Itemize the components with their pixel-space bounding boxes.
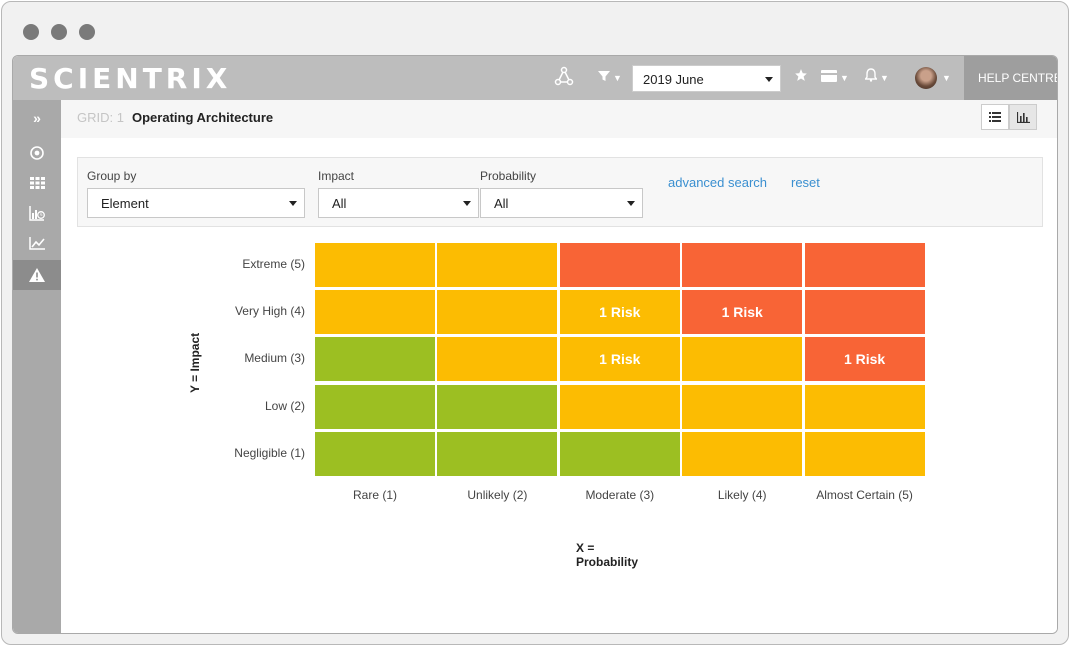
app-container: SCIENTRIX ▼ 2019 June ▼ ▼ ▼ HELP CENTRE … (12, 55, 1058, 634)
risk-cell[interactable] (315, 243, 435, 287)
y-axis-title: Y = Impact (188, 332, 202, 393)
risk-cell[interactable]: 1 Risk (559, 337, 680, 382)
x-axis-label: Rare (1) (352, 488, 397, 502)
window-dot-icon (51, 24, 67, 40)
y-axis-label: Medium (3) (244, 351, 305, 366)
risk-cell[interactable] (682, 243, 803, 287)
avatar[interactable] (915, 67, 937, 89)
probability-select[interactable]: All (480, 188, 643, 218)
group-by-label: Group by (87, 169, 137, 183)
reset-link[interactable]: reset (791, 175, 820, 190)
bell-icon (864, 68, 878, 82)
x-axis-label: Moderate (3) (585, 488, 655, 502)
risk-cell[interactable] (315, 431, 435, 476)
filter-dropdown[interactable]: ▼ (598, 68, 622, 88)
risk-cell[interactable] (559, 431, 680, 476)
x-axis-label: Almost Certain (5) (816, 488, 913, 502)
line-chart-icon (29, 236, 45, 250)
target-icon (30, 146, 44, 160)
sidebar-item-target[interactable] (13, 138, 61, 168)
y-axis-label: Extreme (5) (242, 257, 305, 271)
impact-value: All (332, 196, 347, 211)
card-dropdown[interactable]: ▼ (821, 68, 849, 88)
sidebar-item-chart-clock[interactable] (13, 198, 61, 228)
x-axis-label: Likely (4) (717, 488, 767, 502)
chevron-down-icon: ▼ (840, 73, 849, 83)
filter-panel: Group by Element Impact All Probability … (77, 157, 1043, 227)
sidebar-item-grid[interactable] (13, 168, 61, 198)
chevron-down-icon (627, 201, 635, 206)
risk-cell[interactable] (559, 243, 680, 287)
help-centre-button[interactable]: HELP CENTRE (964, 56, 1057, 100)
list-view-button[interactable] (981, 104, 1009, 130)
x-axis-title: X = Probability (576, 541, 639, 569)
chevron-down-icon (765, 77, 773, 82)
expand-sidebar-button[interactable]: » (13, 103, 61, 133)
period-select-value: 2019 June (643, 72, 704, 87)
risk-cell[interactable] (437, 290, 558, 335)
breadcrumb-grid-id: GRID: 1 (77, 110, 124, 125)
risk-cell[interactable] (437, 384, 558, 429)
risk-cell[interactable] (682, 384, 803, 429)
impact-select[interactable]: All (318, 188, 479, 218)
risk-cell[interactable] (315, 384, 435, 429)
y-axis-label: Low (2) (264, 398, 305, 413)
risk-cell[interactable] (437, 337, 558, 382)
risk-cell[interactable]: 1 Risk (682, 290, 803, 335)
risk-cell[interactable] (315, 290, 435, 335)
star-icon[interactable] (794, 68, 808, 88)
chevron-down-icon: ▼ (613, 73, 622, 83)
card-icon (821, 70, 837, 83)
sidebar-item-risk[interactable] (13, 260, 61, 290)
notifications-dropdown[interactable]: ▼ (864, 68, 889, 88)
risk-cell[interactable] (804, 384, 925, 429)
group-by-value: Element (101, 196, 149, 211)
top-bar: SCIENTRIX ▼ 2019 June ▼ ▼ ▼ HELP CENTRE (13, 56, 1057, 100)
window-dot-icon (79, 24, 95, 40)
main-content: GRID: 1 Operating Architecture Group by … (61, 100, 1057, 633)
page-title: Operating Architecture (132, 110, 274, 125)
window-dot-icon (23, 24, 39, 40)
grid-icon (29, 177, 45, 189)
warning-icon (29, 268, 45, 282)
risk-cell[interactable] (315, 337, 435, 382)
risk-cell[interactable] (682, 337, 803, 382)
y-axis-label: Very High (4) (234, 304, 305, 319)
chevron-down-icon (463, 201, 471, 206)
bar-chart-icon (1016, 111, 1030, 123)
risk-cell[interactable] (437, 431, 558, 476)
risk-cell[interactable] (437, 243, 558, 287)
filter-icon (598, 71, 610, 82)
risk-cell[interactable] (559, 384, 680, 429)
chevron-down-icon (289, 201, 297, 206)
risk-cell[interactable] (682, 431, 803, 476)
probability-label: Probability (480, 169, 537, 183)
period-select[interactable]: 2019 June (632, 65, 781, 92)
x-axis-label: Unlikely (2) (467, 488, 528, 502)
risk-cell[interactable] (804, 290, 925, 335)
risk-cell[interactable]: 1 Risk (559, 290, 680, 335)
sidebar-item-trends[interactable] (13, 228, 61, 258)
group-by-select[interactable]: Element (87, 188, 305, 218)
chart-clock-icon (29, 205, 45, 221)
advanced-search-link[interactable]: advanced search (668, 175, 768, 190)
breadcrumb: GRID: 1 Operating Architecture (61, 100, 1057, 138)
chart-view-button[interactable] (1009, 104, 1037, 130)
impact-label: Impact (318, 169, 355, 183)
chevron-down-icon: ▼ (880, 73, 889, 83)
sidebar: » (13, 100, 61, 633)
risk-cell[interactable] (804, 431, 925, 476)
risk-cell[interactable]: 1 Risk (804, 337, 925, 382)
connections-icon[interactable] (553, 66, 575, 94)
chevron-down-icon[interactable]: ▼ (942, 73, 951, 83)
app-logo[interactable]: SCIENTRIX (29, 62, 232, 95)
probability-value: All (494, 196, 509, 211)
y-axis-label: Negligible (1) (234, 445, 305, 460)
risk-cell[interactable] (804, 243, 925, 287)
expand-icon: » (33, 110, 41, 126)
list-icon (989, 112, 1001, 122)
